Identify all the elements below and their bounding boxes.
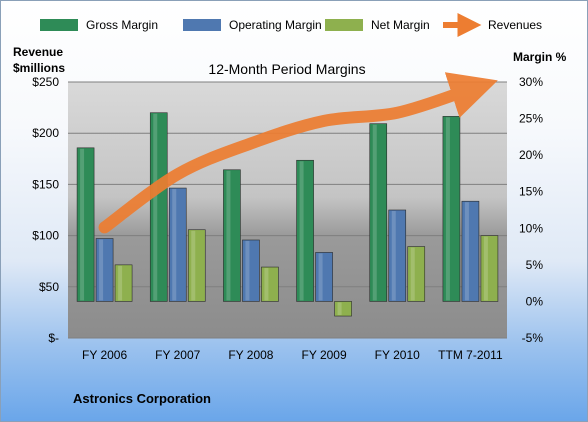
right-axis-title: Margin % xyxy=(513,50,567,64)
bar-highlight xyxy=(483,236,488,301)
left-axis-tick-label: $150 xyxy=(32,177,59,191)
right-axis-tick-label: 20% xyxy=(519,148,543,162)
legend-label-revenues: Revenues xyxy=(488,18,542,32)
bar-net-margin xyxy=(187,229,206,302)
category-label: FY 2006 xyxy=(82,348,127,362)
legend-swatch-operating-margin xyxy=(183,19,221,31)
left-axis-title-line2: $millions xyxy=(13,61,65,75)
right-axis-tick-label: 10% xyxy=(519,221,543,235)
legend-label-net-margin: Net Margin xyxy=(371,18,430,32)
bar-highlight xyxy=(153,113,158,301)
category-label: FY 2007 xyxy=(155,348,200,362)
left-axis-tick-label: $50 xyxy=(39,280,59,294)
right-axis-tick-label: -5% xyxy=(522,331,544,345)
bar-operating-margin xyxy=(95,238,114,302)
chart-title: 12-Month Period Margins xyxy=(208,61,365,77)
left-axis-tick-label: $250 xyxy=(32,75,59,89)
bar-highlight xyxy=(245,240,250,301)
legend-label-gross-margin: Gross Margin xyxy=(86,18,158,32)
bar-highlight xyxy=(299,161,304,301)
tick-labels: $- $50 $100 $150 $200 $250 -5% 0% 5% 10% 15% 20% 25%… xyxy=(32,75,543,362)
bar-gross-margin xyxy=(369,123,388,302)
bar-highlight xyxy=(264,268,269,301)
right-axis-tick-label: 0% xyxy=(526,294,544,308)
bar-net-margin xyxy=(480,235,499,302)
bar-net-margin xyxy=(261,266,279,302)
left-axis-title-line1: Revenue xyxy=(13,45,63,59)
left-axis-tick-label: $- xyxy=(48,331,59,345)
bar-highlight xyxy=(318,253,323,301)
company-name: Astronics Corporation xyxy=(73,391,211,406)
bar-net-margin xyxy=(114,264,133,302)
bar-gross-margin xyxy=(296,159,314,302)
bar-highlight xyxy=(80,148,85,301)
bar-highlight xyxy=(372,124,377,301)
category-label: FY 2008 xyxy=(228,348,273,362)
right-axis-tick-label: 5% xyxy=(526,258,544,272)
category-label: FY 2010 xyxy=(375,348,420,362)
revenue-line xyxy=(98,72,498,234)
bar-gross-margin xyxy=(442,116,461,302)
bar-highlight xyxy=(337,302,342,316)
bar-operating-margin xyxy=(388,209,407,302)
bar-net-margin xyxy=(407,246,426,302)
bars xyxy=(76,112,499,317)
left-axis-tick-label: $200 xyxy=(32,126,59,140)
bar-gross-margin xyxy=(76,147,95,302)
bar-highlight xyxy=(464,202,469,301)
right-axis-tick-label: 25% xyxy=(519,112,543,126)
bar-net-margin xyxy=(334,301,352,317)
bar-gross-margin xyxy=(149,112,168,302)
revenue-line-path xyxy=(98,72,498,234)
bar-gross-margin xyxy=(223,169,241,302)
bar-operating-margin xyxy=(168,187,187,302)
bar-operating-margin xyxy=(315,252,333,302)
bar-highlight xyxy=(445,117,450,301)
legend-swatch-gross-margin xyxy=(40,19,78,31)
category-label: TTM 7-2011 xyxy=(438,348,503,362)
bar-highlight xyxy=(391,211,396,301)
bar-operating-margin xyxy=(461,200,480,302)
legend: Gross Margin Operating Margin Net Margin… xyxy=(40,13,542,37)
bar-highlight xyxy=(118,265,123,301)
bar-highlight xyxy=(226,170,231,301)
legend-swatch-net-margin xyxy=(325,19,363,31)
bar-highlight xyxy=(99,239,104,301)
bar-highlight xyxy=(191,230,196,301)
legend-label-operating-margin: Operating Margin xyxy=(229,18,322,32)
category-label: FY 2009 xyxy=(302,348,347,362)
left-axis-tick-label: $100 xyxy=(32,229,59,243)
bar-highlight xyxy=(172,189,177,301)
bar-operating-margin xyxy=(242,239,260,302)
right-axis-tick-label: 30% xyxy=(519,75,543,89)
right-axis-tick-label: 15% xyxy=(519,185,543,199)
bar-highlight xyxy=(410,247,415,301)
